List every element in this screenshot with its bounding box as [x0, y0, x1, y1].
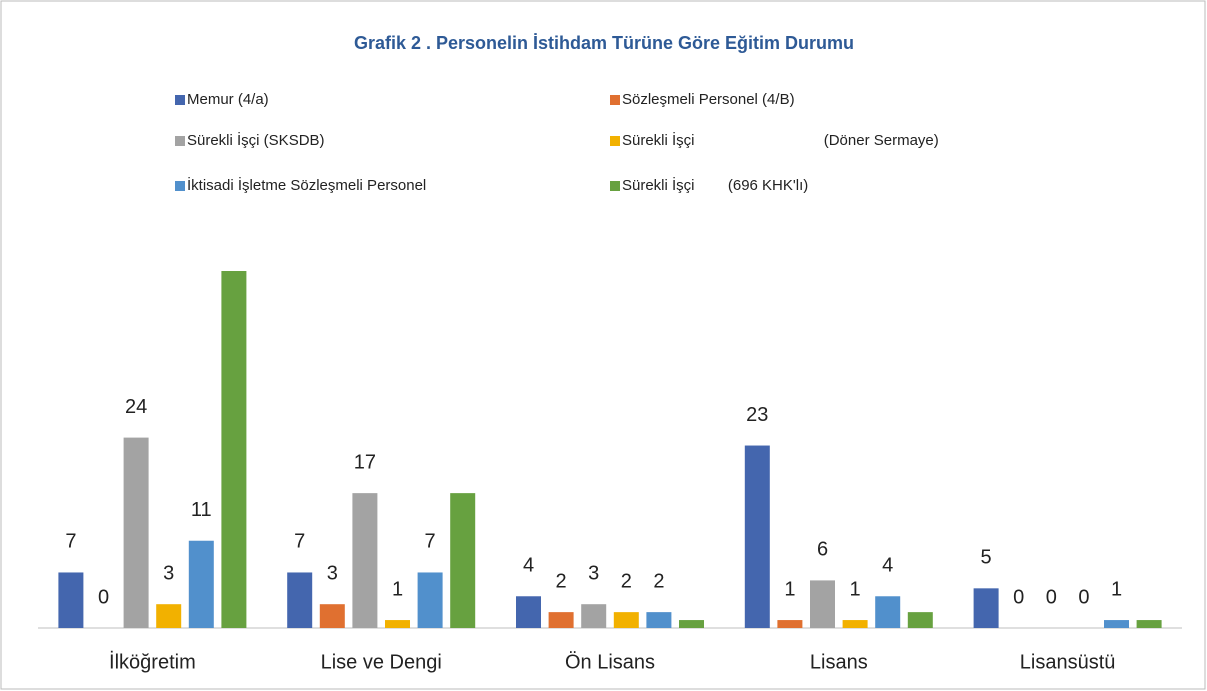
bar	[613, 612, 639, 628]
data-label: 2	[653, 570, 664, 592]
data-label: 1	[392, 578, 403, 600]
bar	[123, 437, 149, 628]
data-label: 3	[163, 562, 174, 584]
data-label: 4	[523, 555, 534, 577]
legend-label: İktisadi İşletme Sözleşmeli Personel	[187, 176, 426, 194]
x-tick-label: İlköğretim	[109, 650, 196, 673]
x-tick-label: Lise ve Dengi	[321, 651, 442, 673]
x-tick-label: Lisans	[810, 651, 868, 673]
bar	[450, 493, 476, 628]
chart-title: Grafik 2 . Personelin İstihdam Türüne Gö…	[354, 33, 854, 53]
legend-swatch	[610, 181, 620, 191]
x-tick-label: Ön Lisans	[565, 651, 655, 673]
legend-swatch	[175, 95, 185, 105]
legend-label: Memur (4/a)	[187, 91, 269, 108]
data-label: 0	[98, 586, 109, 608]
bar	[646, 612, 672, 628]
data-label: 6	[817, 539, 828, 561]
bar	[188, 540, 214, 628]
bar	[287, 572, 313, 628]
bar	[548, 612, 574, 628]
bar	[156, 604, 182, 628]
data-label: 2	[556, 570, 567, 592]
bar	[810, 580, 835, 628]
bar	[907, 612, 933, 628]
data-label: 1	[784, 578, 795, 600]
x-tick-label: Lisansüstü	[1020, 651, 1116, 673]
legend-swatch	[610, 95, 620, 105]
data-label: 7	[65, 531, 76, 553]
data-label: 24	[125, 396, 147, 418]
bar	[842, 620, 868, 628]
bar	[319, 604, 345, 628]
data-label: 1	[850, 578, 861, 600]
data-label: 0	[1078, 586, 1089, 608]
data-label: 0	[1046, 586, 1057, 608]
data-label: 0	[1013, 586, 1024, 608]
bar	[385, 620, 410, 628]
data-label: 5	[981, 547, 992, 569]
bar	[221, 271, 247, 628]
bar	[581, 604, 607, 628]
legend-swatch	[610, 136, 620, 146]
data-label: 7	[294, 531, 305, 553]
data-label: 2	[621, 570, 632, 592]
bar	[679, 620, 704, 628]
legend-swatch	[175, 136, 185, 146]
legend-label: Sürekli İşçi (Döner Sermaye)	[622, 131, 939, 149]
legend-swatch	[175, 181, 185, 191]
bar	[875, 596, 901, 628]
data-label: 17	[354, 451, 376, 473]
legend-label: Sürekli İşçi (SKSDB)	[187, 131, 325, 149]
legend-label: Sürekli İşçi (696 KHK'lı)	[622, 176, 808, 194]
data-label: 23	[746, 404, 768, 426]
bar	[352, 493, 378, 628]
bar	[516, 596, 541, 628]
bar	[58, 572, 84, 628]
bar	[1136, 620, 1162, 628]
bar	[744, 445, 770, 628]
data-label: 1	[1111, 578, 1122, 600]
data-label: 3	[327, 562, 338, 584]
data-label: 11	[191, 499, 212, 521]
bar	[973, 588, 999, 628]
data-label: 3	[588, 562, 599, 584]
data-label: 4	[882, 555, 893, 577]
bar	[777, 620, 803, 628]
bar	[417, 572, 443, 628]
legend-label: Sözleşmeli Personel (4/B)	[622, 91, 795, 108]
bar	[1104, 620, 1129, 628]
data-label: 7	[425, 531, 436, 553]
